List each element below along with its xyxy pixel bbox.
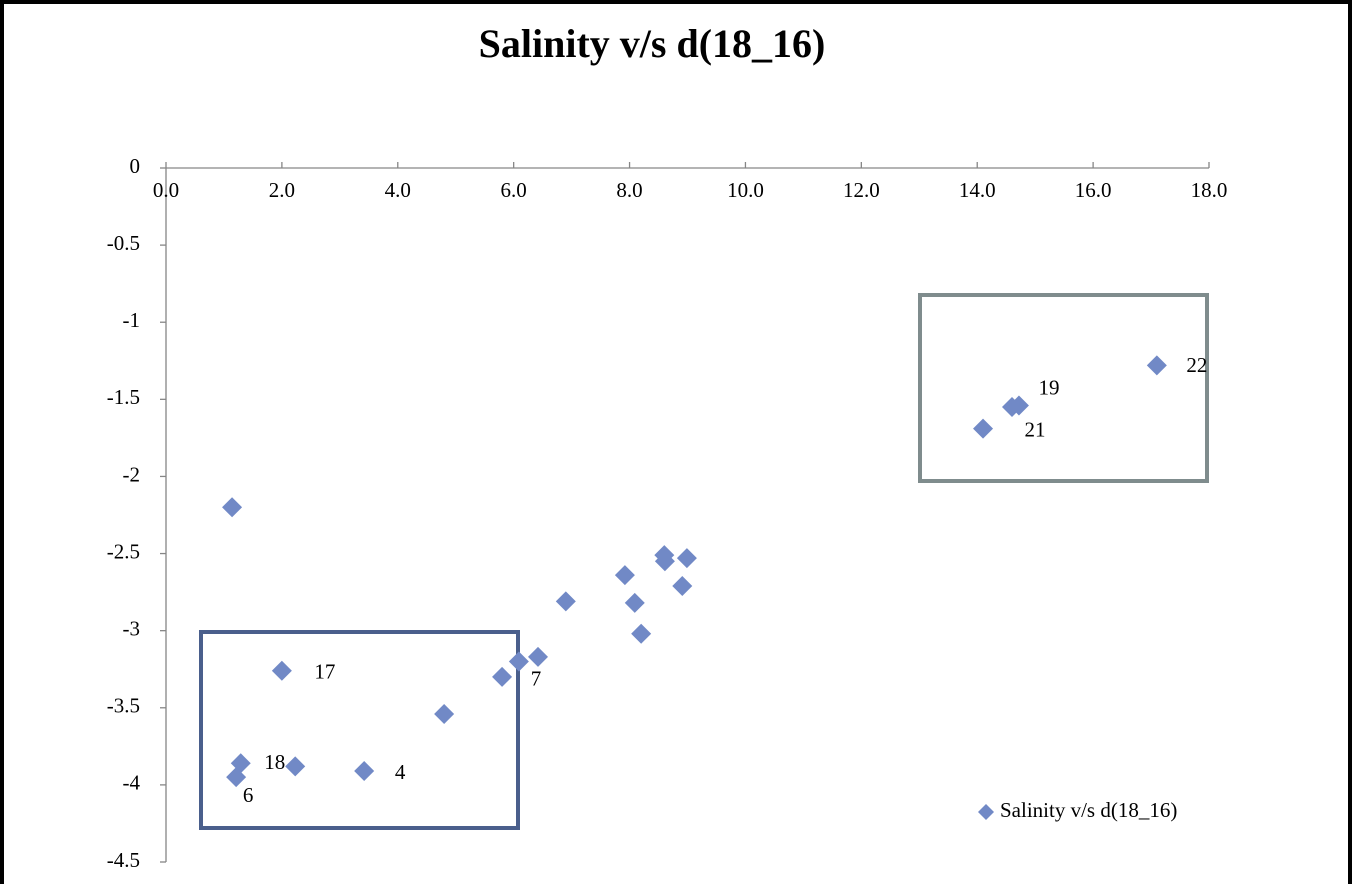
x-tick-label: 6.0 xyxy=(501,178,527,202)
point xyxy=(434,703,455,724)
y-tick-label: -2 xyxy=(123,462,141,486)
point xyxy=(555,591,576,612)
point-label: 4 xyxy=(395,760,406,784)
point-label: 7 xyxy=(531,667,542,691)
point-label: 18 xyxy=(264,750,285,774)
point xyxy=(631,623,652,644)
y-tick-label: -4 xyxy=(123,771,141,795)
chart-title: Salinity v/s d(18_16) xyxy=(479,21,826,66)
x-tick-label: 16.0 xyxy=(1075,178,1112,202)
point-label: 22 xyxy=(1186,353,1207,377)
x-tick-label: 2.0 xyxy=(269,178,295,202)
point xyxy=(226,767,247,788)
point-label: 6 xyxy=(243,783,254,807)
point xyxy=(672,575,693,596)
x-tick-label: 14.0 xyxy=(959,178,996,202)
y-tick-label: -4.5 xyxy=(107,848,140,872)
x-tick-label: 18.0 xyxy=(1191,178,1228,202)
highlight-box xyxy=(918,293,1209,483)
y-tick-label: -3.5 xyxy=(107,694,140,718)
point xyxy=(614,565,635,586)
y-tick-label: -1.5 xyxy=(107,385,140,409)
point-label: 19 xyxy=(1038,375,1059,399)
x-tick-label: 0.0 xyxy=(153,178,179,202)
point xyxy=(973,418,994,439)
point xyxy=(528,646,549,667)
point xyxy=(285,756,306,777)
point xyxy=(654,551,675,572)
x-tick-label: 8.0 xyxy=(616,178,642,202)
point xyxy=(271,660,292,681)
point xyxy=(676,548,697,569)
point xyxy=(624,592,645,613)
highlight-box xyxy=(199,630,520,830)
point xyxy=(354,761,375,782)
legend-marker xyxy=(978,804,994,820)
y-tick-label: -3 xyxy=(123,616,141,640)
point-label: 21 xyxy=(1025,417,1046,441)
point xyxy=(508,651,529,672)
point xyxy=(1146,355,1167,376)
point xyxy=(222,497,243,518)
y-tick-label: -2.5 xyxy=(107,539,140,563)
x-tick-label: 10.0 xyxy=(727,178,764,202)
y-tick-label: -0.5 xyxy=(107,231,140,255)
point xyxy=(492,666,513,687)
legend-label: Salinity v/s d(18_16) xyxy=(1000,798,1177,822)
point-label: 17 xyxy=(314,660,335,684)
x-tick-label: 12.0 xyxy=(843,178,880,202)
x-tick-label: 4.0 xyxy=(385,178,411,202)
point xyxy=(1008,395,1029,416)
y-tick-label: 0 xyxy=(130,154,141,178)
y-tick-label: -1 xyxy=(123,308,141,332)
